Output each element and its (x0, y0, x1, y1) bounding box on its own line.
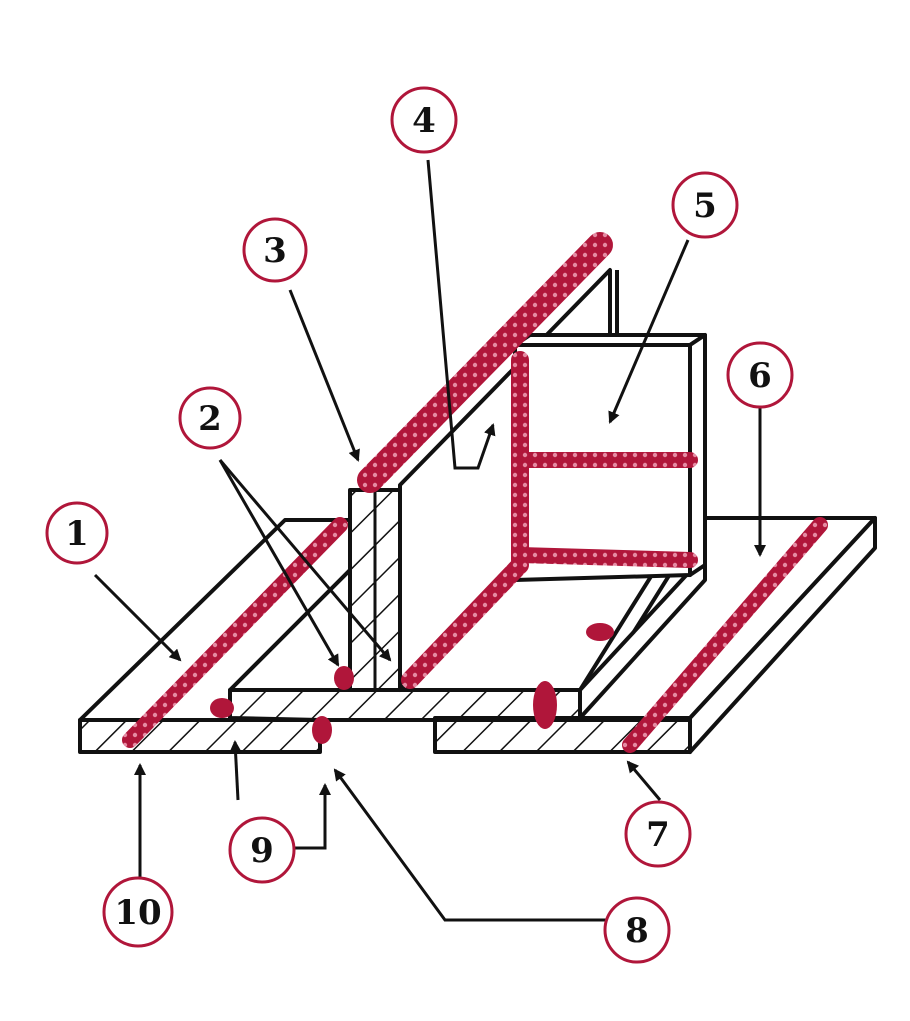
svg-text:8: 8 (625, 911, 649, 951)
callout-3: 3 (242, 217, 308, 283)
svg-text:5: 5 (693, 186, 717, 226)
callout-7: 7 (624, 800, 692, 868)
svg-text:4: 4 (412, 101, 436, 141)
svg-text:9: 9 (250, 831, 274, 871)
svg-text:10: 10 (114, 893, 161, 933)
callout-8: 8 (603, 896, 671, 964)
svg-text:7: 7 (646, 815, 670, 855)
callout-6: 6 (726, 341, 794, 409)
callout-5: 5 (671, 171, 739, 239)
leader-lines (93, 159, 766, 922)
svg-text:2: 2 (198, 399, 222, 439)
callout-1: 1 (45, 501, 109, 565)
svg-text:6: 6 (748, 356, 772, 396)
svg-text:3: 3 (263, 231, 287, 271)
callout-4: 4 (390, 86, 458, 154)
callout-9: 9 (228, 816, 296, 884)
callout-10: 10 (102, 876, 174, 948)
callout-2: 2 (178, 386, 242, 450)
weld-beads (122, 232, 828, 753)
svg-text:1: 1 (65, 514, 89, 554)
